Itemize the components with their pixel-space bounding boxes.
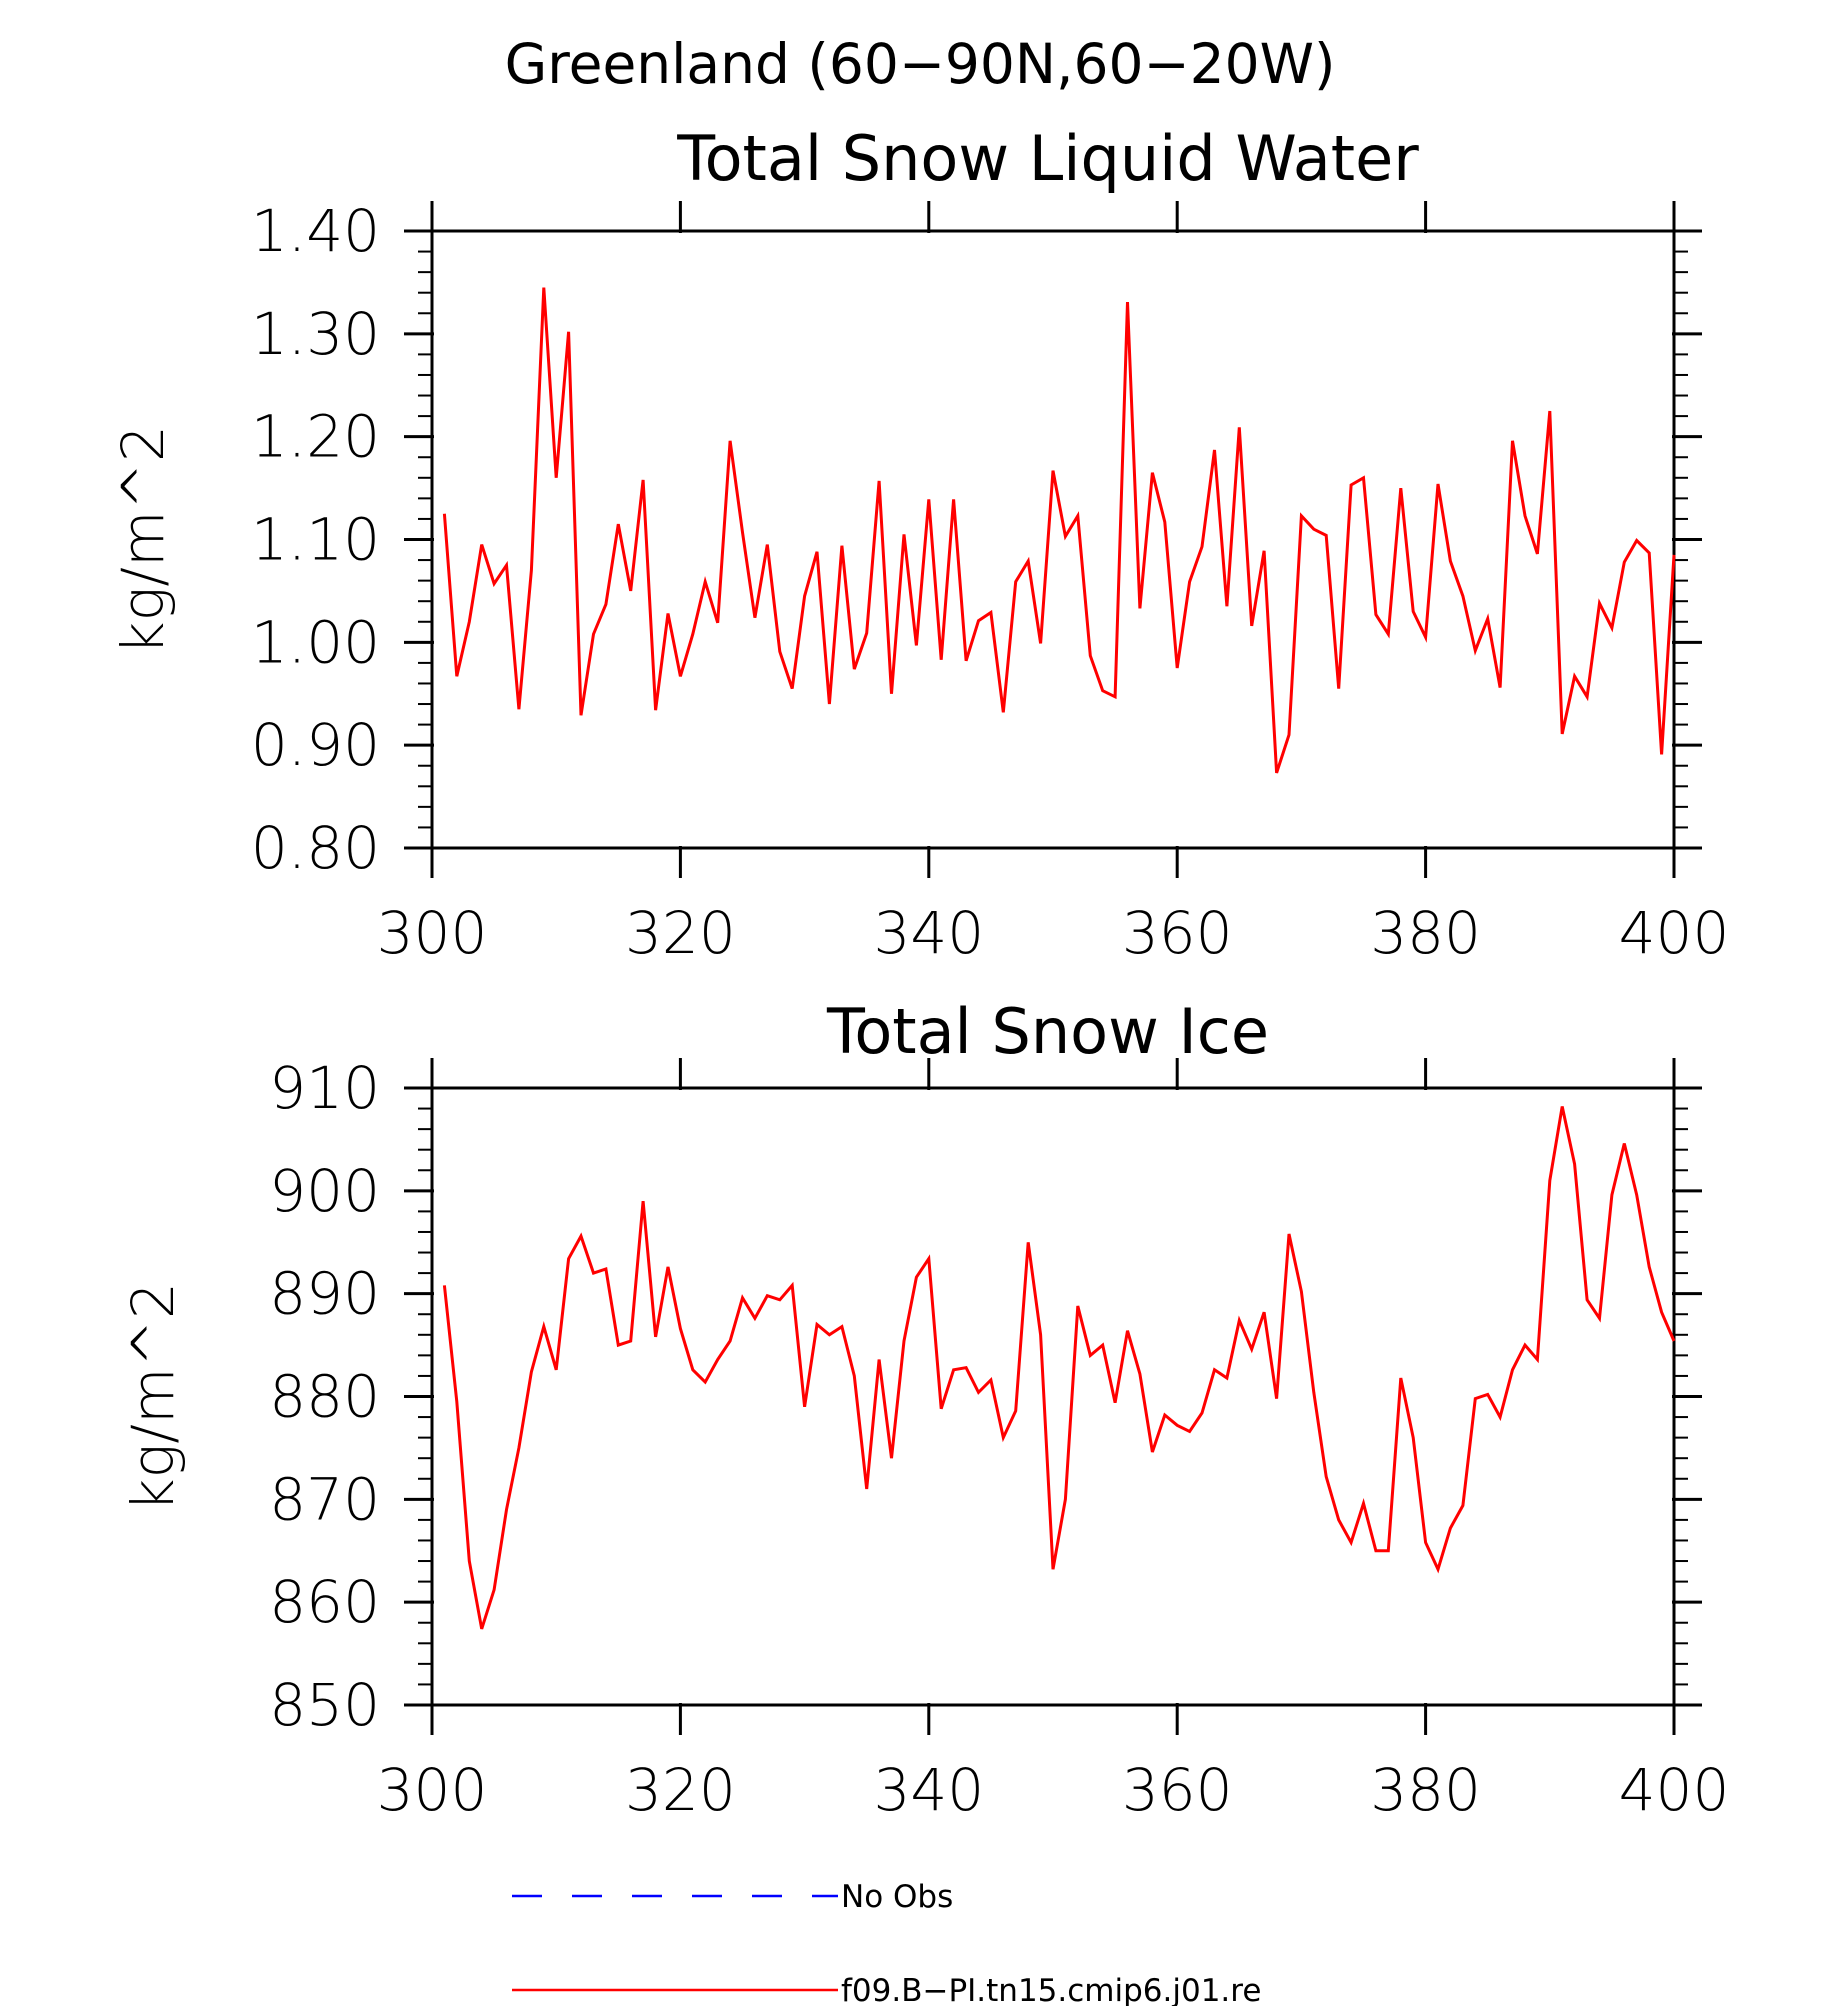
x-tick-labels: 300 320 340 360 380 400 [377, 1756, 1730, 1824]
legend-label: f09.B−PI.tn15.cmip6.j01.re [841, 1973, 1261, 2006]
y-tick-label: 880 [269, 1363, 380, 1431]
x-tick-label: 380 [1370, 899, 1481, 967]
x-tick-label: 360 [1122, 899, 1233, 967]
legend-item-no-obs: No Obs [512, 1879, 953, 1915]
y-tick-label: 0.90 [251, 711, 380, 779]
y-tick-label: 1.20 [251, 403, 380, 471]
x-tick-label: 400 [1619, 899, 1730, 967]
x-tick-labels: 300 320 340 360 380 400 [377, 899, 1730, 967]
series-line [442, 1106, 1676, 1630]
legend-item-model-run: f09.B−PI.tn15.cmip6.j01.re [512, 1973, 1261, 2006]
x-tick-label: 300 [377, 1756, 488, 1824]
y-tick-labels: 850 860 870 880 890 900 910 [269, 1054, 380, 1739]
y-tick-label: 870 [269, 1465, 380, 1533]
y-axis-label: kg/m^2 [109, 425, 177, 655]
x-tick-label: 380 [1370, 1756, 1481, 1824]
x-tick-label: 360 [1122, 1756, 1233, 1824]
y-tick-label: 1.10 [251, 506, 380, 574]
legend-label: No Obs [841, 1879, 953, 1915]
x-tick-label: 340 [873, 899, 984, 967]
y-axis-label: kg/m^2 [119, 1282, 187, 1512]
x-tick-label: 340 [873, 1756, 984, 1824]
series-line [442, 287, 1676, 774]
axis-ticks [404, 1058, 1702, 1735]
x-tick-label: 320 [625, 899, 736, 967]
x-tick-label: 320 [625, 1756, 736, 1824]
legend: No Obs f09.B−PI.tn15.cmip6.j01.re [512, 1879, 1261, 2006]
x-tick-label: 400 [1619, 1756, 1730, 1824]
y-tick-label: 1.30 [251, 300, 380, 368]
panel-total-snow-ice: Total Snow Ice 850 860 870 880 890 900 910 300… [119, 995, 1729, 1824]
axis-ticks [404, 201, 1702, 878]
x-tick-label: 300 [377, 899, 488, 967]
y-tick-labels: 0.80 0.90 1.00 1.10 1.20 1.30 1.40 [251, 197, 380, 882]
y-tick-label: 850 [269, 1671, 380, 1739]
panel-total-snow-liquid-water: Total Snow Liquid Water 0.80 0.90 1.00 1.10… [109, 122, 1729, 967]
panel-title: Total Snow Liquid Water [676, 122, 1419, 195]
y-tick-label: 1.00 [251, 608, 380, 676]
figure-title: Greenland (60−90N,60−20W) [505, 32, 1336, 96]
panel-title: Total Snow Ice [826, 995, 1269, 1068]
plot-frame [430, 229, 1676, 850]
y-tick-label: 860 [269, 1568, 380, 1636]
y-tick-label: 900 [269, 1157, 380, 1225]
y-tick-label: 0.80 [251, 814, 380, 882]
y-tick-label: 1.40 [251, 197, 380, 265]
y-tick-label: 910 [269, 1054, 380, 1122]
y-tick-label: 890 [269, 1260, 380, 1328]
